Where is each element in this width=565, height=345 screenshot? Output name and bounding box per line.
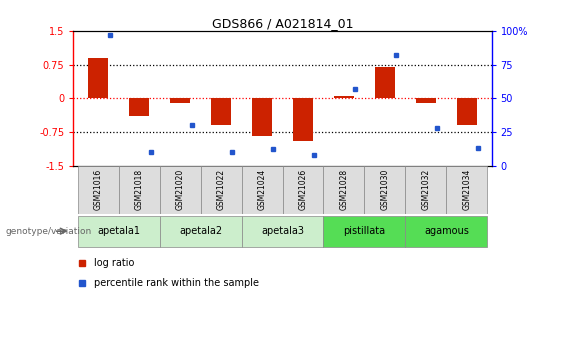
Text: GSM21022: GSM21022	[216, 169, 225, 210]
Bar	[293, 98, 313, 141]
Bar	[364, 166, 406, 214]
Text: GSM21024: GSM21024	[258, 169, 267, 210]
Bar	[334, 96, 354, 98]
Title: GDS866 / A021814_01: GDS866 / A021814_01	[212, 17, 353, 30]
Bar	[446, 166, 488, 214]
Bar	[77, 166, 119, 214]
Text: GSM21034: GSM21034	[463, 169, 471, 210]
Bar	[324, 166, 364, 214]
Text: genotype/variation: genotype/variation	[6, 227, 92, 236]
Bar	[252, 98, 272, 136]
Text: log ratio: log ratio	[94, 258, 134, 268]
Text: GSM21016: GSM21016	[94, 169, 102, 210]
Text: GSM21020: GSM21020	[176, 169, 185, 210]
Bar	[406, 216, 488, 247]
Bar	[241, 216, 324, 247]
Text: GSM21032: GSM21032	[421, 169, 431, 210]
Bar	[457, 98, 477, 125]
Bar	[129, 98, 149, 116]
Bar	[77, 216, 159, 247]
Bar	[170, 98, 190, 103]
Text: percentile rank within the sample: percentile rank within the sample	[94, 278, 259, 288]
Bar	[159, 216, 241, 247]
Text: GSM21030: GSM21030	[380, 169, 389, 210]
Bar	[88, 58, 108, 98]
Bar	[201, 166, 241, 214]
Bar	[282, 166, 324, 214]
Bar	[406, 166, 446, 214]
Bar	[119, 166, 159, 214]
Text: GSM21028: GSM21028	[340, 169, 349, 210]
Bar	[159, 166, 201, 214]
Text: GSM21026: GSM21026	[298, 169, 307, 210]
Text: apetala3: apetala3	[261, 226, 304, 236]
Text: apetala2: apetala2	[179, 226, 222, 236]
Bar	[416, 98, 436, 103]
Text: apetala1: apetala1	[97, 226, 140, 236]
Bar	[324, 216, 406, 247]
Bar	[375, 67, 396, 98]
Text: agamous: agamous	[424, 226, 469, 236]
Bar	[211, 98, 231, 125]
Text: pistillata: pistillata	[344, 226, 385, 236]
Text: GSM21018: GSM21018	[134, 169, 144, 210]
Bar	[241, 166, 282, 214]
